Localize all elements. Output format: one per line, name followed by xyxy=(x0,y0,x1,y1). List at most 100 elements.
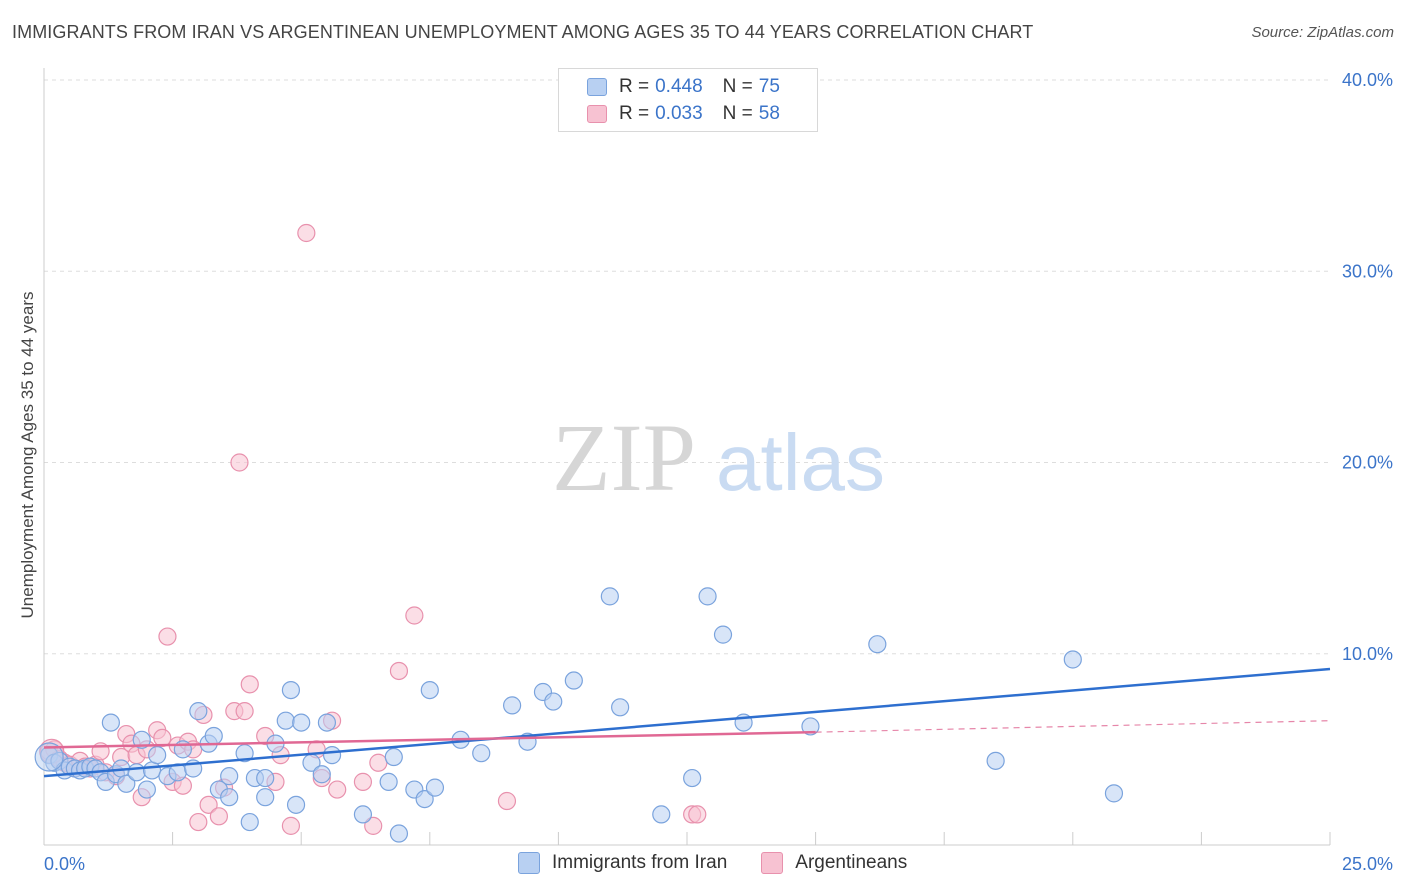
data-point-argentineans xyxy=(235,702,254,721)
legend-swatch-argentineans xyxy=(587,105,607,123)
y-tick-label: 30.0% xyxy=(1342,261,1393,281)
data-point-iran xyxy=(425,778,445,797)
trend-lines xyxy=(43,667,1331,778)
data-point-argentineans xyxy=(497,791,517,811)
watermark-atlas: atlas xyxy=(716,418,885,507)
data-point-iran xyxy=(1063,650,1082,669)
data-point-iran xyxy=(127,763,146,782)
data-point-argentineans xyxy=(209,807,228,826)
data-point-iran xyxy=(281,680,301,700)
data-point-iran xyxy=(101,713,120,732)
data-point-argentineans xyxy=(240,675,259,694)
y-tick-label: 10.0% xyxy=(1342,644,1393,664)
chart-title: IMMIGRANTS FROM IRAN VS ARGENTINEAN UNEM… xyxy=(12,22,1034,42)
data-point-iran xyxy=(34,742,64,772)
data-point-argentineans xyxy=(153,728,172,748)
data-point-iran xyxy=(600,587,619,606)
data-point-argentineans xyxy=(369,753,388,772)
bottom-legend-argentineans: Argentineans xyxy=(761,852,907,874)
legend-row-iran: R = 0.448 N = 75 xyxy=(587,75,780,99)
data-point-iran xyxy=(256,788,275,807)
bottom-legend-label-iran: Immigrants from Iran xyxy=(552,852,728,873)
data-point-iran xyxy=(713,625,733,644)
data-point-argentineans xyxy=(158,627,177,646)
legend-row-argentineans: R = 0.033 N = 58 xyxy=(587,102,780,126)
data-point-argentineans xyxy=(353,772,373,791)
data-point-iran xyxy=(379,772,398,791)
data-point-iran xyxy=(142,761,162,780)
x-tick-labels: 0.0% 25.0% xyxy=(44,854,1393,874)
data-point-argentineans xyxy=(389,661,409,681)
data-point-iran xyxy=(472,744,491,763)
bottom-legend-iran: Immigrants from Iran xyxy=(518,852,727,874)
y-tick-label: 40.0% xyxy=(1342,70,1393,90)
data-point-iran xyxy=(204,726,223,746)
data-point-iran xyxy=(137,780,156,799)
data-point-iran xyxy=(286,795,306,814)
data-point-iran xyxy=(220,767,239,786)
x-tick-label-min: 0.0% xyxy=(44,854,85,874)
data-point-iran xyxy=(389,824,409,843)
data-point-iran xyxy=(652,805,671,824)
data-point-iran xyxy=(564,671,583,690)
legend: R = 0.448 N = 75 R = 0.033 N = 58 xyxy=(558,68,818,132)
data-point-argentineans xyxy=(199,795,218,814)
trend-line-argentineans-extension xyxy=(815,720,1331,733)
chart-source: Source: ZipAtlas.com xyxy=(1251,24,1394,41)
watermark: ZIP atlas xyxy=(552,404,885,511)
legend-swatch-iran xyxy=(587,78,607,96)
bottom-legend-swatch-argentineans xyxy=(761,852,784,874)
data-point-iran xyxy=(240,812,259,832)
data-point-iran xyxy=(189,702,208,721)
data-point-iran xyxy=(868,635,887,654)
data-point-iran xyxy=(801,717,820,736)
data-point-iran xyxy=(312,765,331,784)
data-point-argentineans xyxy=(688,805,707,824)
data-point-iran xyxy=(683,768,702,788)
x-tick-label-max: 25.0% xyxy=(1342,854,1393,874)
data-point-iran xyxy=(220,788,239,807)
data-point-iran xyxy=(986,751,1005,770)
bottom-legend-swatch-iran xyxy=(518,852,540,874)
data-point-iran xyxy=(117,774,136,793)
trend-line-iran xyxy=(43,667,1331,778)
data-point-iran xyxy=(292,713,311,732)
legend-r-label: R = xyxy=(619,103,650,124)
legend-n-value-iran: 75 xyxy=(758,76,780,97)
y-tick-label: 20.0% xyxy=(1342,453,1393,473)
y-axis-label: Unemployment Among Ages 35 to 44 years xyxy=(18,291,37,619)
data-point-argentineans xyxy=(328,780,347,799)
data-point-iran xyxy=(132,730,151,749)
data-point-argentineans xyxy=(405,606,424,625)
legend-n-label: N = xyxy=(722,76,753,97)
legend-n-label: N = xyxy=(722,103,753,124)
y-tick-labels: 10.0% 20.0% 30.0% 40.0% xyxy=(1342,70,1393,664)
data-point-argentineans xyxy=(230,453,249,472)
data-point-iran xyxy=(384,747,403,767)
data-point-argentineans xyxy=(189,812,208,832)
data-point-argentineans xyxy=(364,816,383,835)
trend-line-argentineans xyxy=(43,730,816,749)
data-point-iran xyxy=(148,746,167,765)
data-point-iran xyxy=(503,696,522,715)
data-point-iran xyxy=(317,713,337,732)
data-point-iran xyxy=(415,789,434,809)
data-point-iran xyxy=(276,711,295,730)
data-point-iran xyxy=(256,768,275,788)
data-point-iran xyxy=(420,680,439,700)
series-iran-points xyxy=(34,587,1124,843)
legend-r-value-argentineans: 0.033 xyxy=(655,103,703,124)
legend-r-label: R = xyxy=(619,76,650,97)
data-point-iran xyxy=(353,805,373,824)
legend-n-value-argentineans: 58 xyxy=(758,103,780,124)
data-point-argentineans xyxy=(297,223,316,243)
axes xyxy=(43,68,1330,846)
data-point-iran xyxy=(698,587,717,606)
bottom-legend-label-argentineans: Argentineans xyxy=(795,852,908,873)
data-point-iran xyxy=(1104,784,1124,803)
data-point-iran xyxy=(544,692,563,711)
watermark-zip: ZIP xyxy=(552,404,696,511)
data-point-iran xyxy=(322,746,342,765)
bottom-legend: Immigrants from Iran Argentineans xyxy=(518,852,941,874)
